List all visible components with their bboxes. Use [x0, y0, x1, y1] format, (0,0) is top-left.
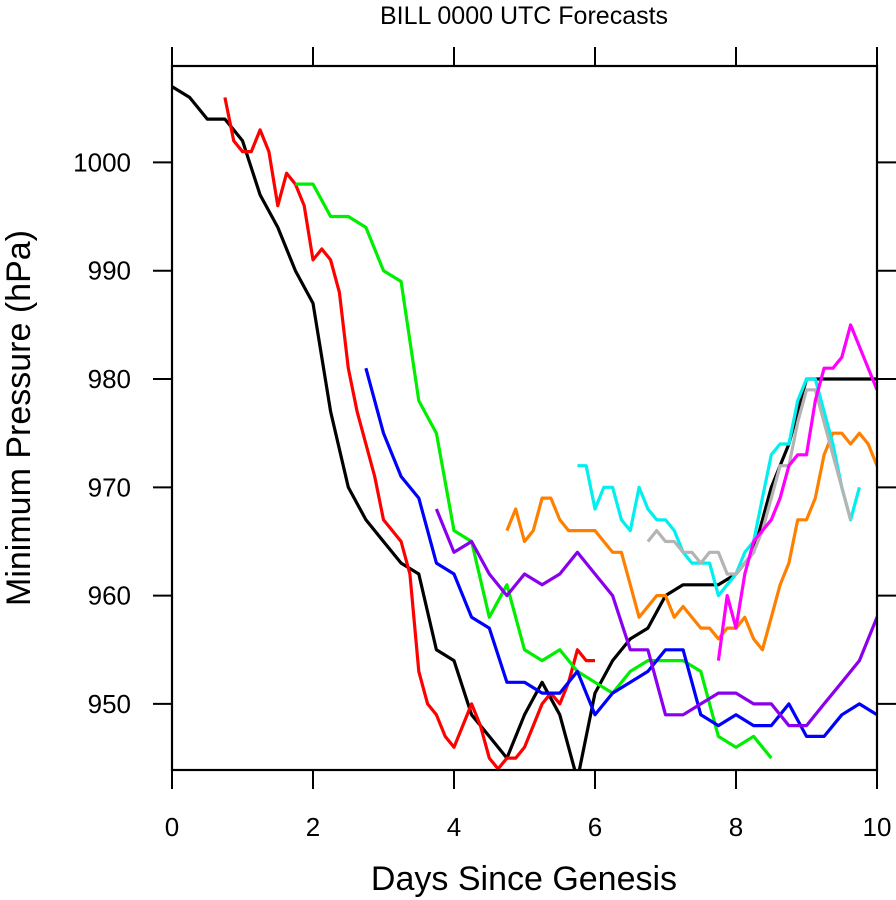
- series-line-forecast-7.75: [716, 323, 877, 661]
- x-tick-label: 0: [165, 812, 179, 842]
- series-line-forecast-0.75: [223, 97, 595, 770]
- y-tick-label: 960: [88, 581, 131, 611]
- x-tick-label: 2: [306, 812, 320, 842]
- x-axis-title: Days Since Genesis: [371, 860, 677, 898]
- y-tick-label: 990: [88, 256, 131, 286]
- series-line-forecast-3.75: [434, 508, 877, 728]
- y-tick-label: 950: [88, 689, 131, 719]
- series-line-forecast-5.75: [577, 377, 861, 598]
- series-line-forecast-4.75: [505, 431, 877, 652]
- y-tick-label: 1000: [73, 147, 131, 177]
- y-tick-label: 980: [88, 364, 131, 394]
- series-line-forecast-2.75: [364, 367, 877, 739]
- x-tick-label: 6: [588, 812, 602, 842]
- x-tick-label: 8: [729, 812, 743, 842]
- plot-frame: [170, 64, 879, 772]
- x-tick-label: 4: [447, 812, 461, 842]
- y-tick-label: 970: [88, 472, 131, 502]
- x-tick-label: 10: [863, 812, 892, 842]
- chart-title: BILL 0000 UTC Forecasts: [380, 2, 668, 30]
- y-axis-title: Minimum Pressure (hPa): [0, 230, 38, 606]
- series-line-best-track: [172, 85, 877, 770]
- axes-layer: [153, 47, 896, 789]
- tick-labels: 0 2 4 6 8 10 950 960 970 980 990 1000: [73, 147, 891, 842]
- series-layer: [172, 85, 877, 770]
- series-line-forecast-1.75: [295, 182, 773, 760]
